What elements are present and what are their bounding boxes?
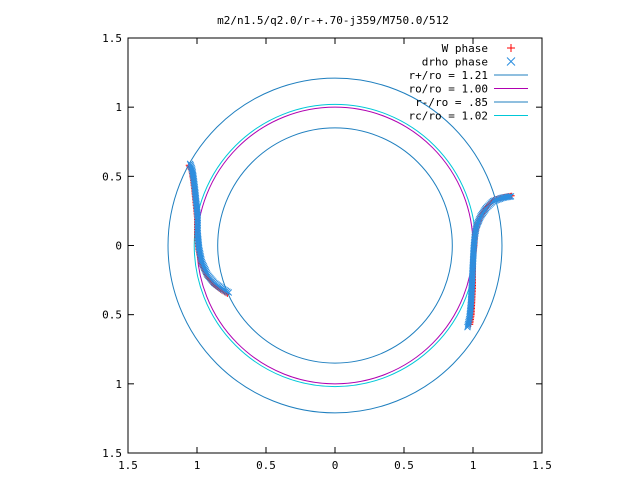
circle-3 [193,103,477,388]
y-tick-label: 0 [115,240,122,253]
point-marker [189,168,196,176]
series-cross-points [186,160,515,331]
axis-ticks: 1.5 1 0.5 0 0.5 1 1.51.510.500.511.5 [102,32,552,472]
point-marker [187,161,194,169]
point-marker [186,160,194,168]
data-points [185,160,515,331]
x-tick-label: 1 [470,459,477,472]
y-tick-label: 0.5 [102,309,122,322]
legend-label: r-/ro = .85 [415,96,488,109]
legend-label: W phase [442,42,488,55]
circle-2 [217,127,453,364]
chart-title: m2/n1.5/q2.0/r-+.70-j359/M750.0/512 [217,14,449,27]
point-marker [504,193,512,201]
legend-label: drho phase [422,56,488,69]
legend-marker [507,44,515,52]
y-tick-label: 0.5 [102,170,122,183]
x-tick-label: 0.5 [394,459,414,472]
y-tick-label: 1.5 [102,447,122,460]
x-tick-label: 0 [332,459,339,472]
y-tick-label: 1 [115,101,122,114]
x-tick-label: 0.5 [256,459,276,472]
legend-marker [506,57,516,66]
x-tick-label: 1.5 [118,459,138,472]
legend-label: rc/ro = 1.02 [409,110,488,123]
point-marker [506,193,513,200]
y-tick-label: 1.5 [102,32,122,45]
circle-1 [196,106,474,385]
series-plus-points [185,162,515,328]
radius-circles [167,77,503,414]
point-marker [507,193,515,200]
x-tick-label: 1 [194,459,201,472]
circle-0 [167,77,503,414]
x-tick-label: 1.5 [532,459,552,472]
legend-label: ro/ro = 1.00 [409,83,488,96]
legend-label: r+/ro = 1.21 [409,69,488,82]
y-tick-label: 1 [115,378,122,391]
